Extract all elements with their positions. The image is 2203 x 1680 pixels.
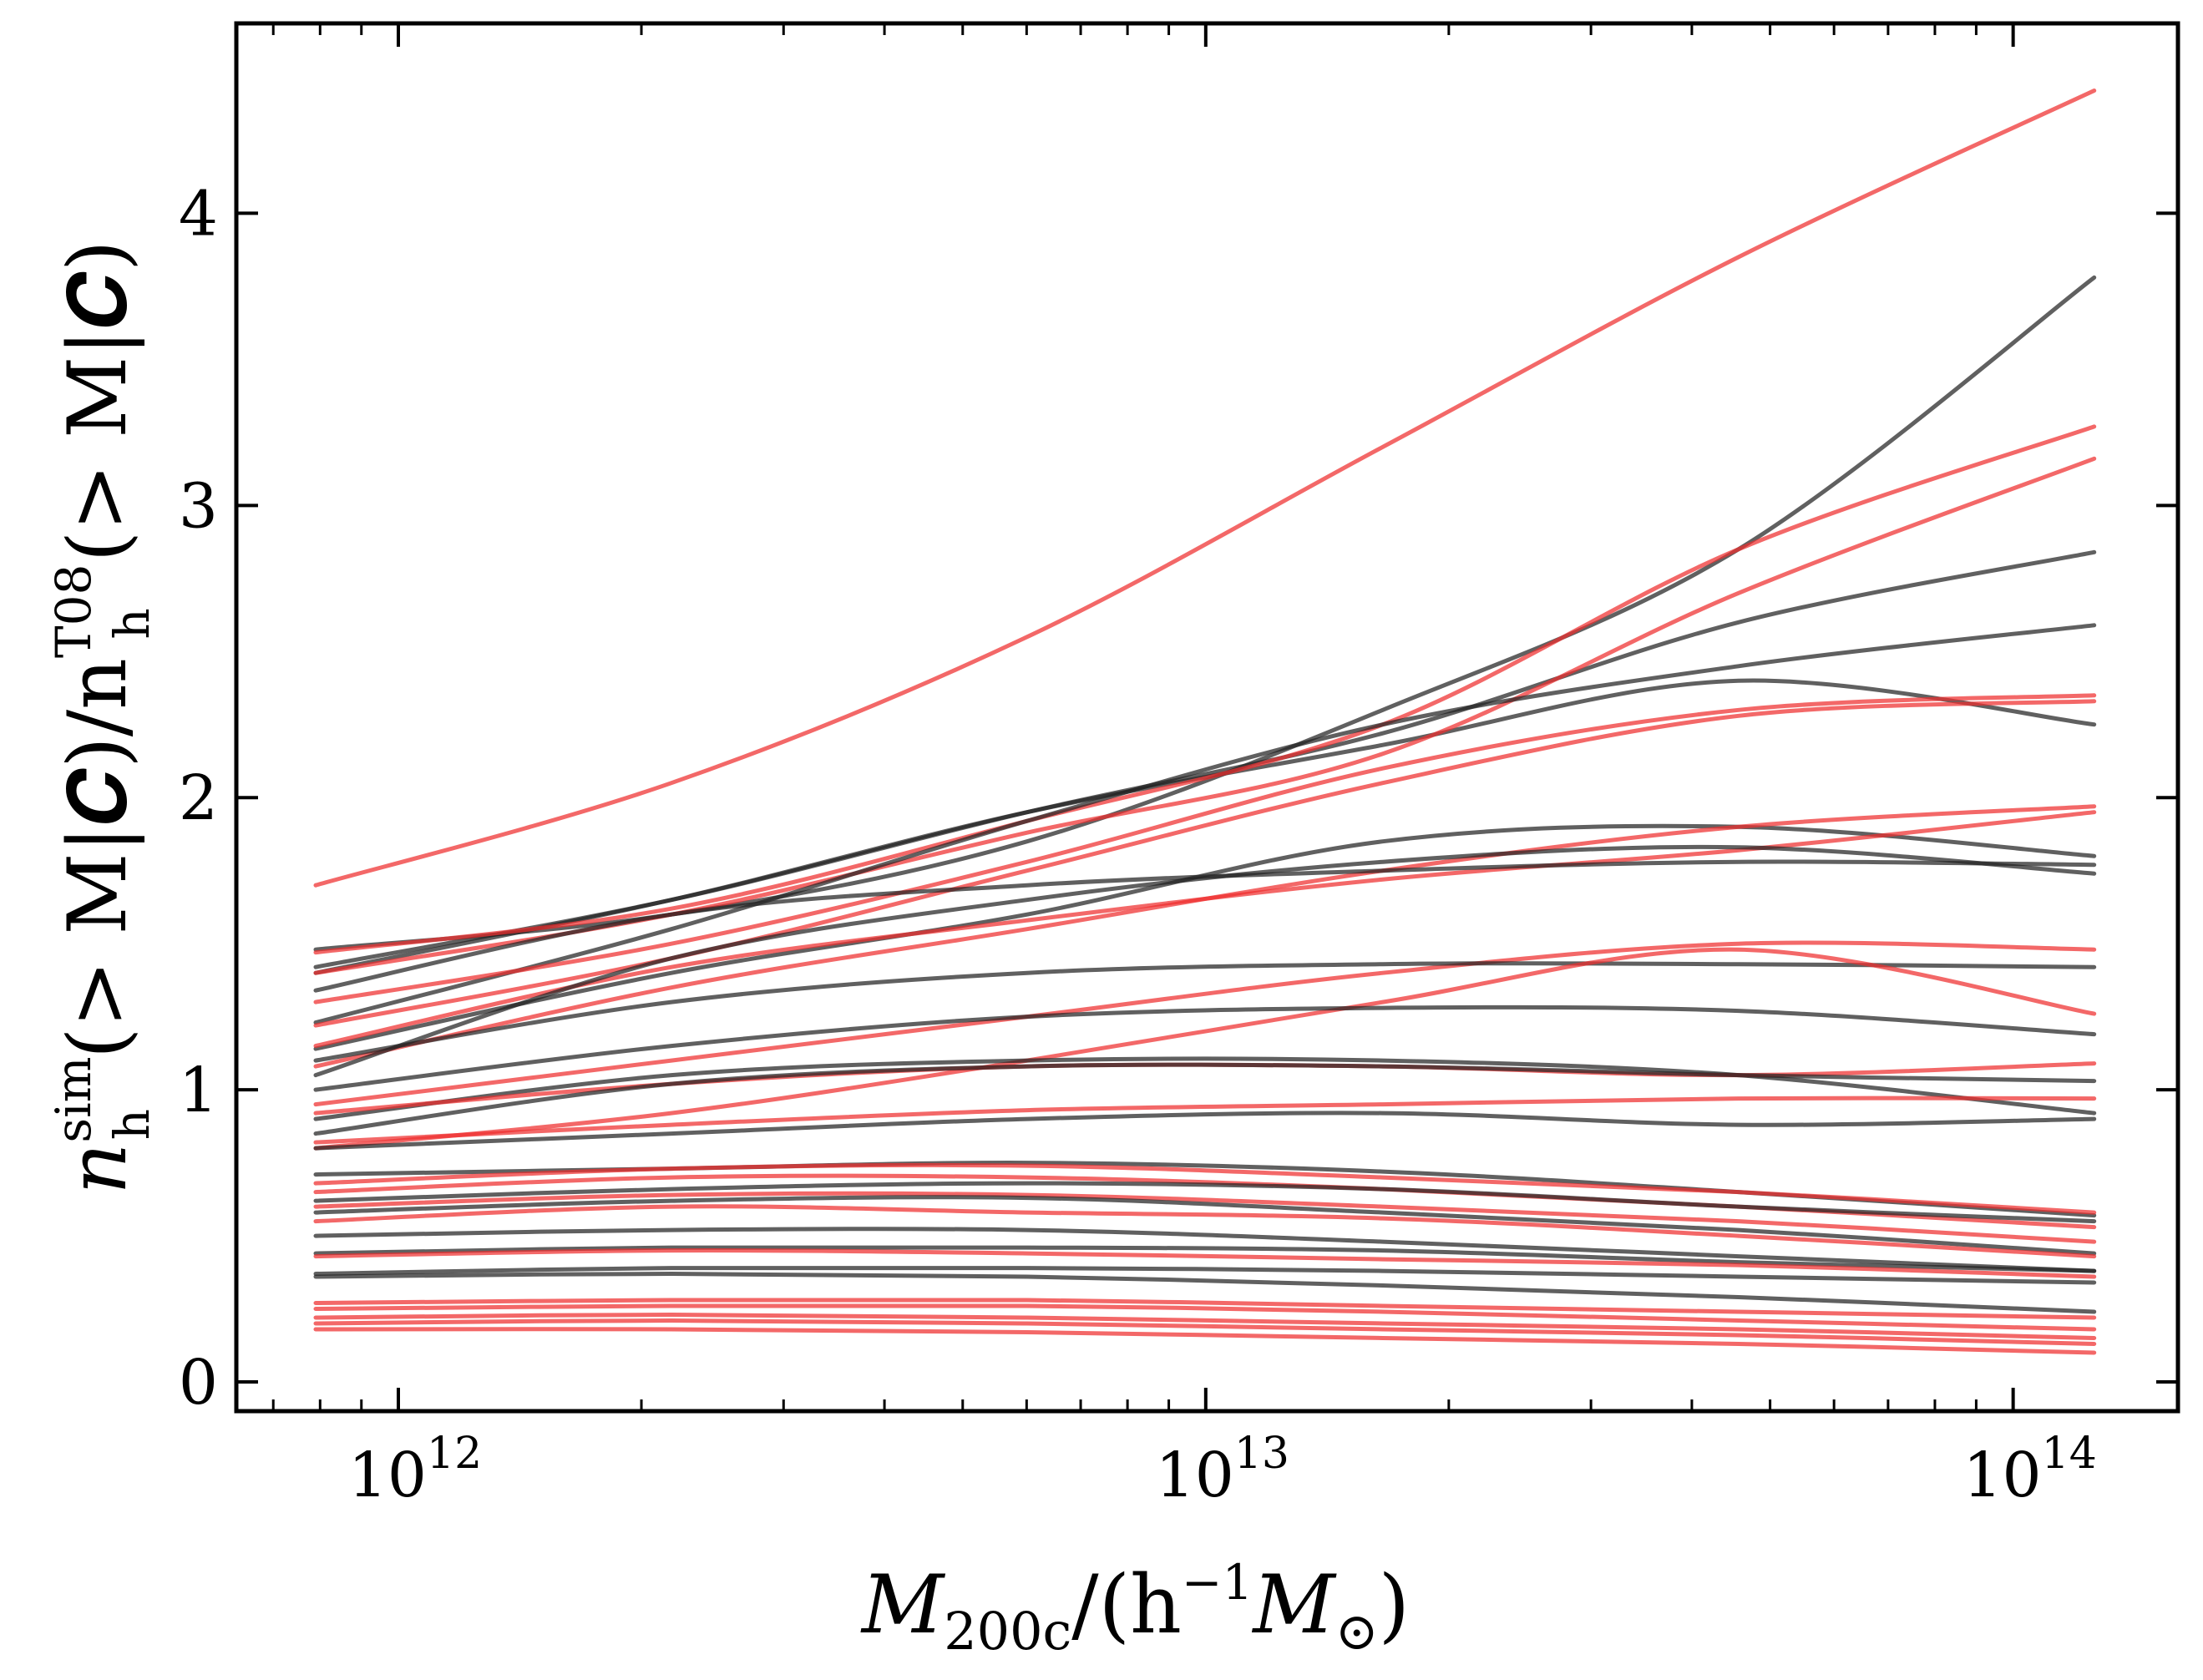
x-tick-label: 1014 (1962, 1429, 2096, 1511)
series-line-red (313, 1096, 2097, 1145)
series-line-red (313, 89, 2097, 888)
x-tick-label: 1013 (1156, 1429, 1289, 1511)
series-line-black (313, 1244, 2097, 1273)
series-line-red (313, 1204, 2097, 1259)
series-line-black (313, 1195, 2097, 1256)
series-line-red (313, 699, 2097, 1028)
series-line-red (313, 1303, 2097, 1332)
series-line-red (313, 940, 2097, 1107)
series-line-black (313, 1056, 2097, 1121)
plot-frame (234, 21, 2180, 1414)
y-tick-label: 0 (179, 1347, 218, 1419)
x-tick-label: 1012 (348, 1429, 482, 1511)
y-tick-label: 2 (179, 762, 218, 834)
y-tick-label: 1 (179, 1055, 218, 1126)
series-line-red (313, 1297, 2097, 1320)
series-line-black (313, 549, 2097, 969)
series-line-red (313, 1191, 2097, 1244)
series-line-black (313, 1181, 2097, 1224)
series-line-black (313, 1265, 2097, 1285)
series-line-black (313, 961, 2097, 1063)
series-line-red (313, 1318, 2097, 1346)
series-line-red (313, 1313, 2097, 1340)
series-line-red (313, 1162, 2097, 1215)
series-line-black (313, 1062, 2097, 1136)
series-line-black (313, 1272, 2097, 1314)
series-line-red (313, 1248, 2097, 1279)
series-line-black (313, 859, 2097, 993)
series-line-black (313, 1111, 2097, 1151)
series-line-red (313, 947, 2097, 1151)
y-axis-title: nsimh(> M|𝑪)/nT08h(> M|𝑪) (45, 240, 160, 1195)
series-line-black (313, 623, 2097, 1025)
series-line-red (313, 693, 2097, 1004)
tick-labels: 0 1 2 3 4 1012 1013 1014 (179, 178, 2097, 1511)
x-axis-title: M200c/(h−1M⊙) (860, 1554, 1410, 1662)
series-line-red (313, 810, 2097, 1049)
y-tick-label: 3 (179, 470, 218, 542)
series-layer (313, 89, 2097, 1355)
series-line-black (313, 1004, 2097, 1092)
y-tick-label: 4 (179, 178, 218, 250)
series-line-red (313, 1327, 2097, 1355)
series-line-black (313, 1227, 2097, 1273)
series-line-red (313, 424, 2097, 955)
